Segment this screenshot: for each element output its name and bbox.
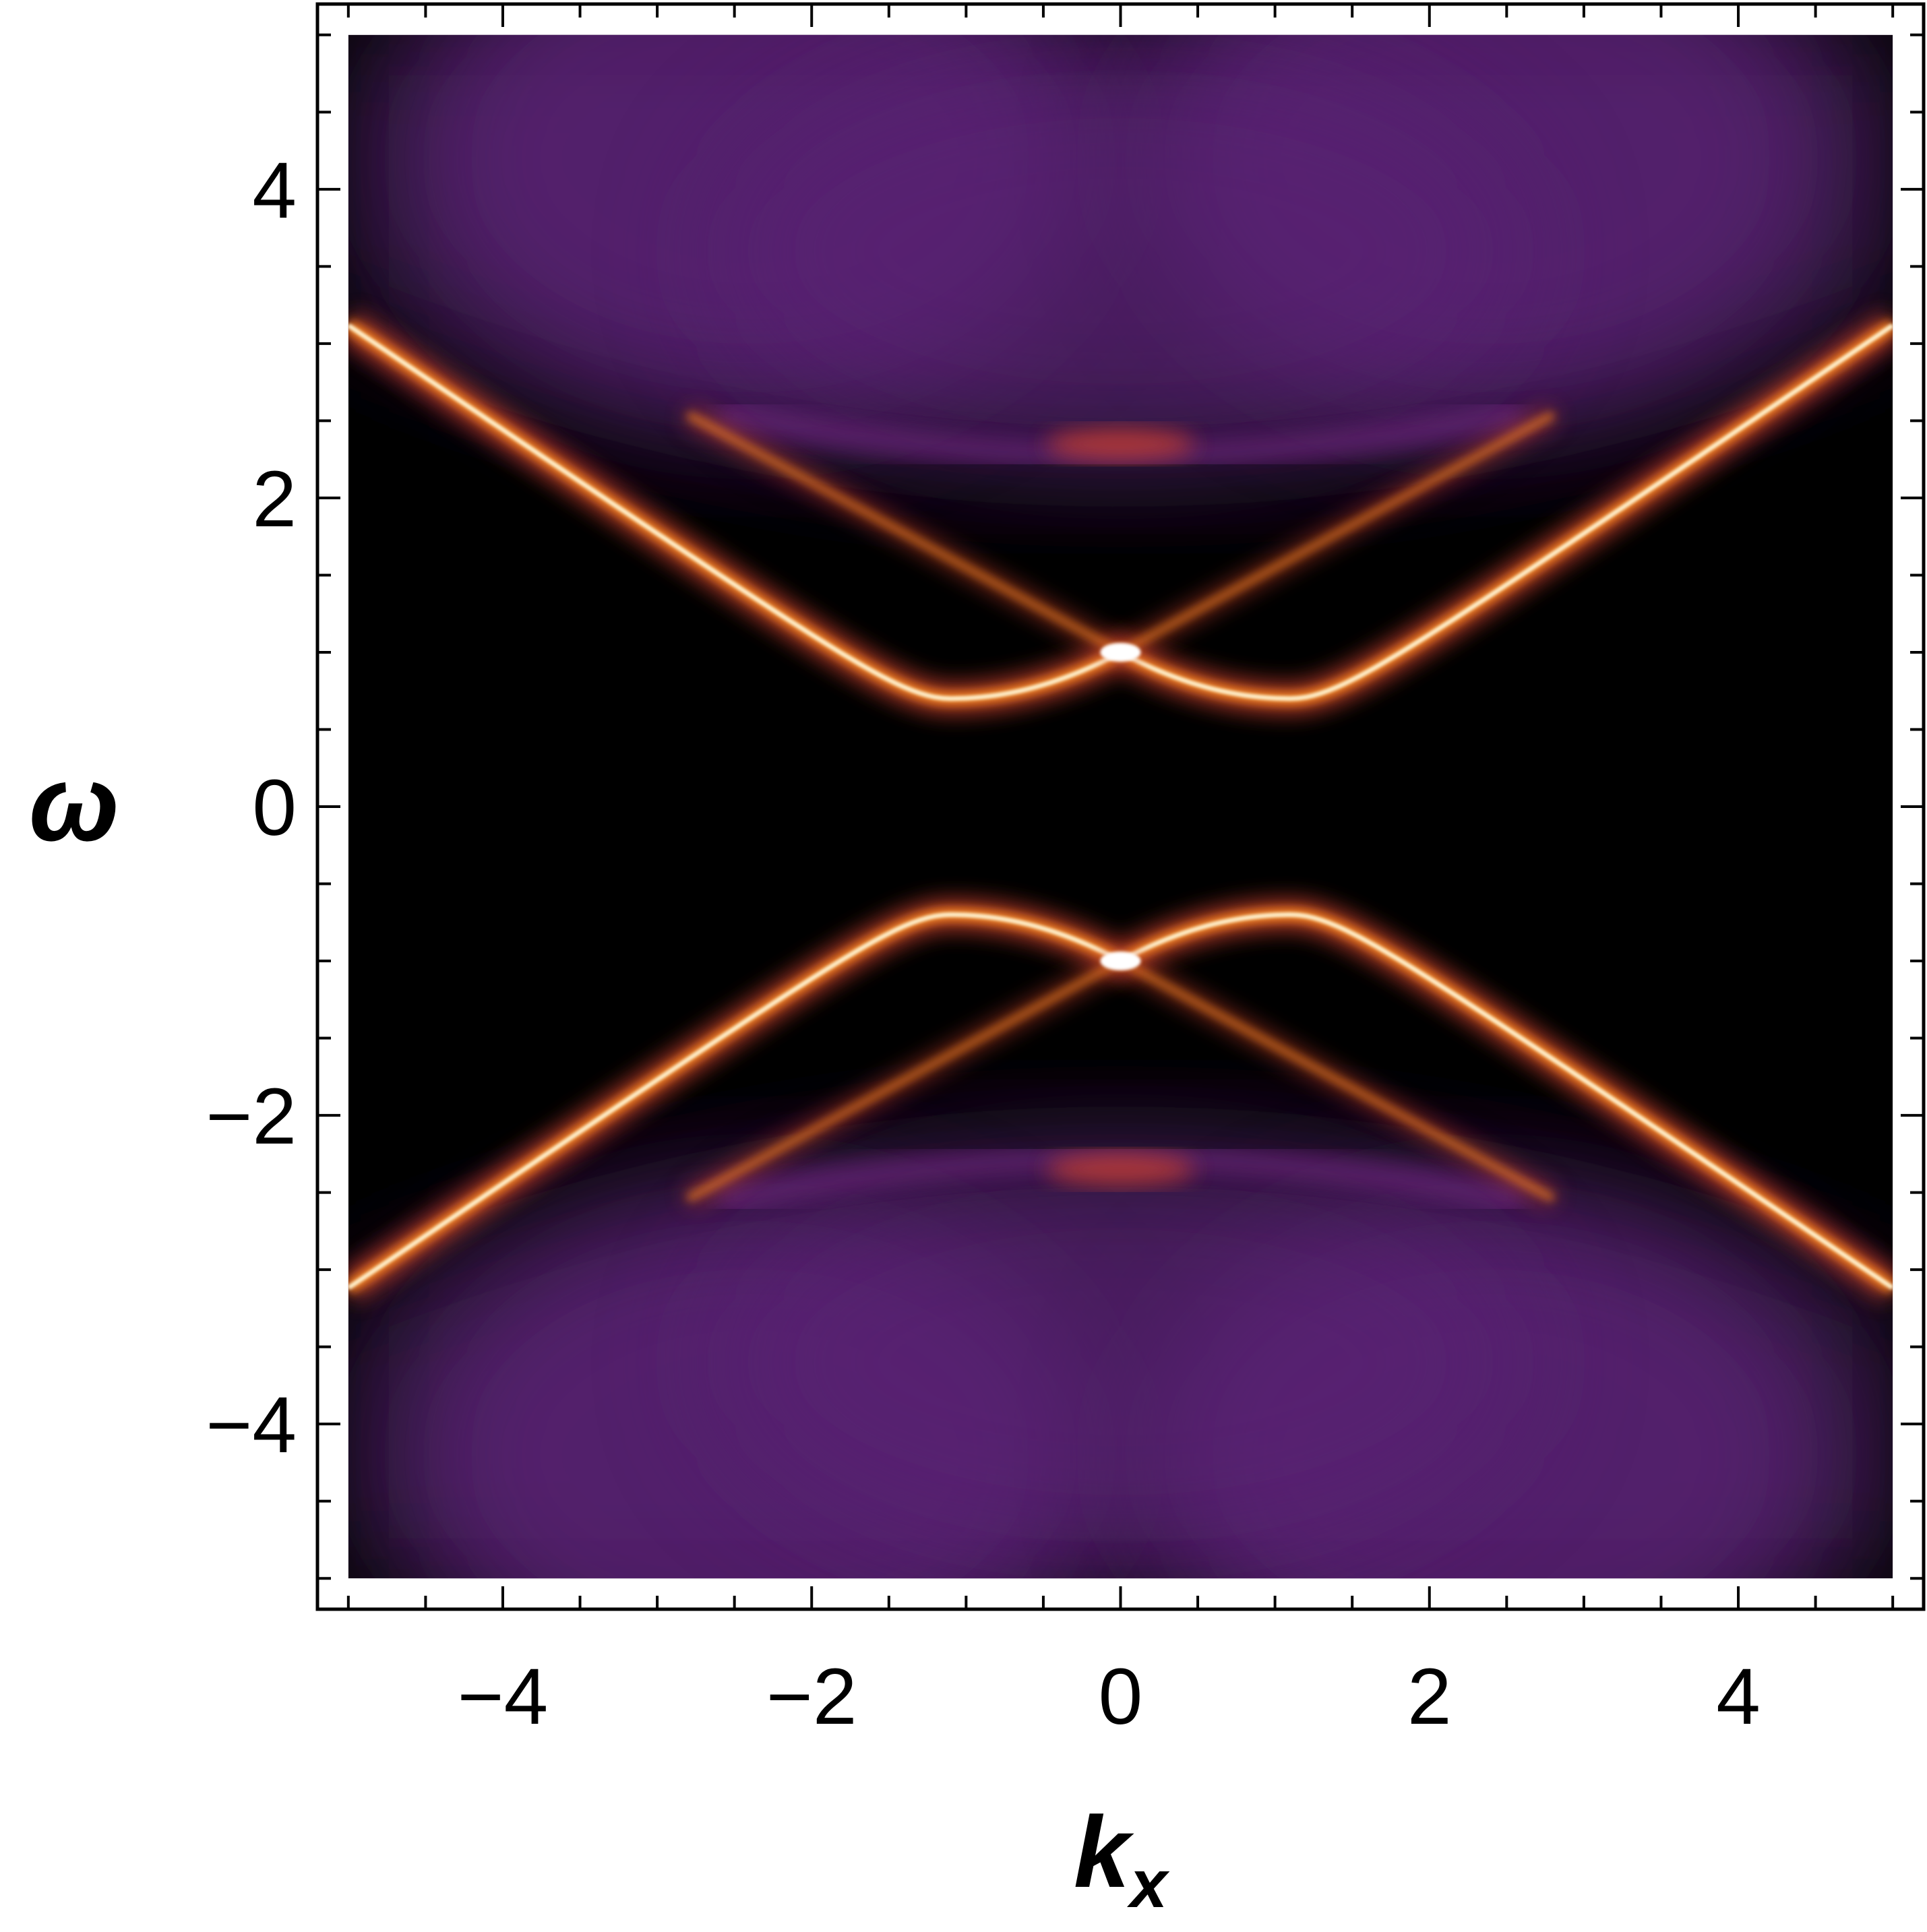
- x-tick-label: 0: [1099, 1652, 1143, 1741]
- y-axis-tick-labels: 4 2 0 −2 −4: [206, 146, 297, 1470]
- dirac-point-2: [1100, 642, 1141, 662]
- x-axis-tick-labels: −4 −2 0 2 4: [458, 1652, 1761, 1741]
- x-axis-label-main: k: [1074, 1795, 1134, 1908]
- cross-line-3-1: [686, 958, 1122, 1202]
- x-tick-label: 2: [1407, 1652, 1452, 1741]
- continuum-center-1: [716, 1160, 1525, 1565]
- dirac-point-3: [1100, 952, 1141, 971]
- y-tick-label: 0: [252, 764, 297, 852]
- heatmap: [348, 34, 1893, 1579]
- cross-line-2-0: [1119, 411, 1555, 656]
- x-tick-label: 4: [1716, 1652, 1761, 1741]
- continuum-center-0: [716, 49, 1525, 454]
- cross-line-3-0: [1119, 958, 1555, 1202]
- axis-ticks: [317, 4, 1924, 1609]
- x-tick-label: −2: [766, 1652, 857, 1741]
- secondary-arc-spot-0: [1046, 427, 1195, 460]
- y-tick-label: 2: [252, 455, 297, 544]
- x-axis-label: kx: [1074, 1795, 1169, 1922]
- y-tick-label: 4: [252, 146, 297, 235]
- y-tick-label: −4: [206, 1381, 297, 1470]
- secondary-arc-spot-1: [1046, 1153, 1195, 1186]
- x-axis-label-subscript: x: [1126, 1846, 1169, 1922]
- x-tick-label: −4: [458, 1652, 549, 1741]
- y-tick-label: −2: [206, 1072, 297, 1161]
- cross-line-2-1: [686, 411, 1122, 656]
- y-axis-label: ω: [29, 743, 119, 863]
